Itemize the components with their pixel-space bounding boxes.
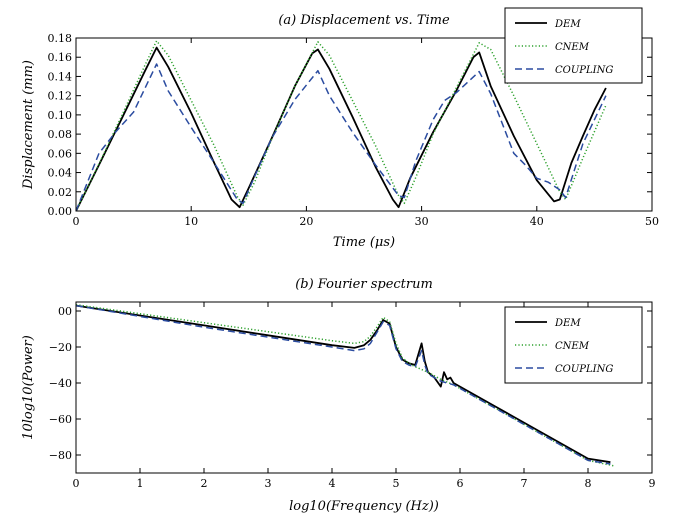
legend-label-dem: DEM [554, 318, 581, 329]
x-tick-label: 8 [585, 477, 592, 490]
x-tick-label: 0 [73, 215, 80, 228]
series-group [76, 40, 607, 211]
x-tick-label: 3 [265, 477, 272, 490]
y-axis-label: Displacement (mm) [21, 60, 36, 190]
plot-frame [75, 301, 653, 474]
x-tick-label: 2 [201, 477, 208, 490]
chart-panel-fourier: (b) Fourier spectrum 0 1 2 3 4 5 6 7 8 9 00 −20 −40 −6… [21, 277, 656, 514]
y-tick-label: 0.08 [48, 128, 73, 141]
x-axis-label: Time (μs) [333, 235, 395, 250]
x-tick-label: 5 [393, 477, 400, 490]
x-tick-label: 9 [649, 477, 656, 490]
series-line-coupling [76, 63, 607, 211]
y-tick-label: −60 [49, 413, 72, 426]
y-tick-label: −80 [49, 449, 72, 462]
legend-label-coupling: COUPLING [555, 65, 613, 76]
legend: DEM CNEM COUPLING [504, 306, 643, 384]
x-tick-label: 30 [415, 215, 429, 228]
x-tick-label: 1 [137, 477, 144, 490]
x-axis-label: log10(Frequency (Hz)) [289, 499, 439, 514]
series-group [76, 303, 614, 467]
x-tick-label: 40 [530, 215, 544, 228]
legend-label-cnem: CNEM [555, 341, 590, 352]
series-line-coupling [76, 304, 611, 465]
legend-label-dem: DEM [554, 19, 581, 30]
chart-title: (b) Fourier spectrum [295, 277, 433, 292]
y-tick-label: 0.06 [48, 147, 73, 160]
y-tick-label: 00 [58, 305, 72, 318]
legend-label-coupling: COUPLING [555, 364, 613, 375]
x-tick-label: 20 [299, 215, 313, 228]
y-tick-label: 0.14 [48, 70, 73, 83]
legend: DEM CNEM COUPLING [504, 7, 643, 84]
legend-box [504, 306, 643, 384]
y-tick-label: 0.04 [48, 167, 73, 180]
y-tick-label: −40 [49, 377, 72, 390]
y-tick-label: 0.12 [48, 90, 73, 103]
x-tick-label: 7 [521, 477, 528, 490]
y-tick-label: 0.00 [48, 205, 73, 218]
y-tick-label: 0.10 [48, 109, 73, 122]
x-tick-label: 50 [645, 215, 659, 228]
y-tick-label: −20 [49, 341, 72, 354]
chart-title: (a) Displacement vs. Time [278, 13, 450, 28]
series-line-dem [76, 304, 611, 464]
chart-panel-displacement: (a) Displacement vs. Time 0 10 20 30 40 50 0.00… [21, 7, 659, 250]
legend-label-cnem: CNEM [555, 42, 590, 53]
x-tick-label: 4 [329, 477, 336, 490]
legend-box [504, 7, 643, 84]
x-tick-label: 10 [184, 215, 198, 228]
series-line-cnem [76, 303, 614, 467]
y-axis-label: 10log10(Power) [21, 335, 36, 440]
x-tick-label: 6 [457, 477, 464, 490]
series-line-dem [76, 46, 607, 211]
x-tick-label: 0 [73, 477, 80, 490]
y-tick-label: 0.16 [48, 51, 73, 64]
y-tick-label: 0.18 [48, 32, 73, 45]
y-tick-label: 0.02 [48, 186, 73, 199]
plot-frame [75, 37, 653, 212]
